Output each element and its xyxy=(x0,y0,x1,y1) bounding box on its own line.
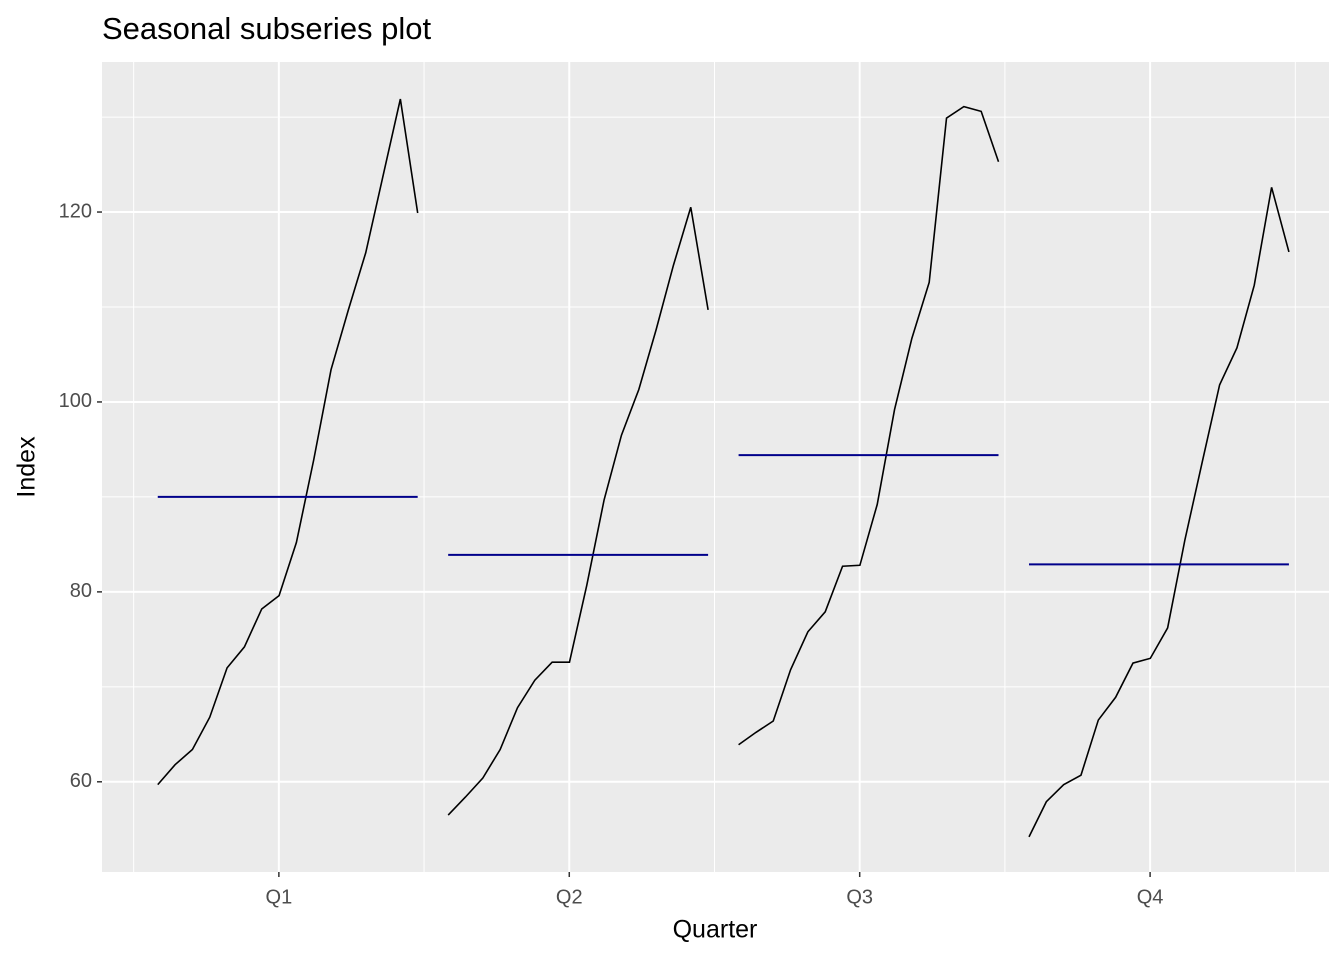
chart-title: Seasonal subseries plot xyxy=(102,11,432,46)
y-axis-title: Index xyxy=(13,436,41,498)
subseries-line xyxy=(447,207,709,816)
subseries-line xyxy=(738,105,1000,746)
y-tick-label: 60 xyxy=(70,770,92,792)
y-tick-label: 80 xyxy=(70,580,92,602)
subseries-line xyxy=(157,98,419,786)
y-tick-label: 100 xyxy=(59,390,92,412)
plot-panel xyxy=(102,62,1329,872)
x-tick-label: Q3 xyxy=(846,886,873,908)
x-tick-label: Q2 xyxy=(556,886,583,908)
subseries-line xyxy=(1028,187,1290,838)
x-tick-label: Q1 xyxy=(266,886,293,908)
x-axis-title: Quarter xyxy=(673,916,758,944)
y-tick-label: 120 xyxy=(59,200,92,222)
x-tick-label: Q4 xyxy=(1137,886,1164,908)
